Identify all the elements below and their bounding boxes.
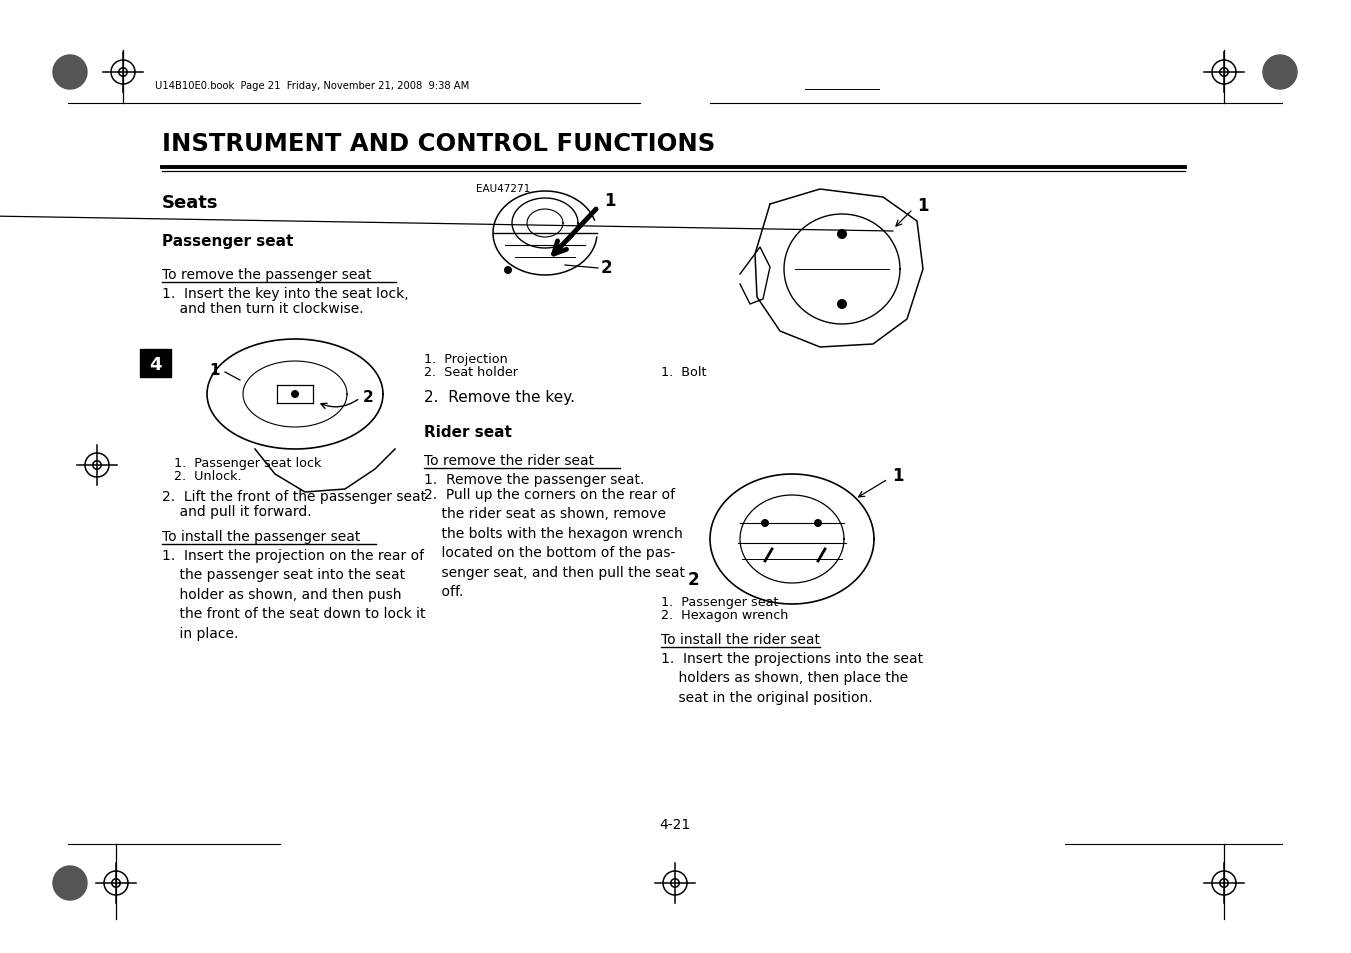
Text: and then turn it clockwise.: and then turn it clockwise. <box>162 302 363 315</box>
Text: 4: 4 <box>149 355 162 374</box>
Text: Passenger seat: Passenger seat <box>162 233 293 249</box>
Text: 2.  Seat holder: 2. Seat holder <box>424 366 517 378</box>
Text: 2.  Remove the key.: 2. Remove the key. <box>424 390 576 405</box>
Text: 1.  Projection: 1. Projection <box>424 353 508 366</box>
Text: 2.  Lift the front of the passenger seat: 2. Lift the front of the passenger seat <box>162 490 426 503</box>
Text: 1.  Passenger seat: 1. Passenger seat <box>661 596 778 608</box>
Text: 1: 1 <box>892 467 904 484</box>
Text: To install the passenger seat: To install the passenger seat <box>162 530 361 543</box>
Text: 1.  Passenger seat lock: 1. Passenger seat lock <box>174 456 322 470</box>
Polygon shape <box>761 519 769 527</box>
Polygon shape <box>53 866 86 900</box>
Text: EAU47271: EAU47271 <box>476 184 530 193</box>
Text: U14B10E0.book  Page 21  Friday, November 21, 2008  9:38 AM: U14B10E0.book Page 21 Friday, November 2… <box>155 81 469 91</box>
Text: 2.  Hexagon wrench: 2. Hexagon wrench <box>661 608 789 621</box>
Text: INSTRUMENT AND CONTROL FUNCTIONS: INSTRUMENT AND CONTROL FUNCTIONS <box>162 132 715 156</box>
Text: To remove the passenger seat: To remove the passenger seat <box>162 268 372 282</box>
Polygon shape <box>1263 56 1297 90</box>
Text: 1: 1 <box>604 192 616 210</box>
Text: Seats: Seats <box>162 193 219 212</box>
Text: 2.  Pull up the corners on the rear of
    the rider seat as shown, remove
    t: 2. Pull up the corners on the rear of th… <box>424 488 685 598</box>
Text: To remove the rider seat: To remove the rider seat <box>424 454 594 468</box>
Text: 2: 2 <box>688 571 700 588</box>
Text: 1.  Insert the key into the seat lock,: 1. Insert the key into the seat lock, <box>162 287 408 301</box>
Text: 1.  Remove the passenger seat.: 1. Remove the passenger seat. <box>424 473 644 486</box>
Text: Rider seat: Rider seat <box>424 424 512 439</box>
Text: and pull it forward.: and pull it forward. <box>162 504 312 518</box>
Polygon shape <box>815 519 821 527</box>
Text: To install the rider seat: To install the rider seat <box>661 633 820 646</box>
Text: 1.  Bolt: 1. Bolt <box>661 366 707 378</box>
Text: 2: 2 <box>601 258 612 276</box>
Text: 2: 2 <box>363 390 374 405</box>
Polygon shape <box>838 299 847 310</box>
Text: 1: 1 <box>209 363 220 378</box>
Text: 1: 1 <box>917 196 928 214</box>
Polygon shape <box>53 56 86 90</box>
Text: 2.  Unlock.: 2. Unlock. <box>174 470 242 482</box>
Text: 1.  Insert the projection on the rear of
    the passenger seat into the seat
  : 1. Insert the projection on the rear of … <box>162 548 426 640</box>
Polygon shape <box>290 391 299 398</box>
FancyBboxPatch shape <box>141 350 172 377</box>
Text: 1.  Insert the projections into the seat
    holders as shown, then place the
  : 1. Insert the projections into the seat … <box>661 651 923 704</box>
Polygon shape <box>504 267 512 274</box>
Text: 4-21: 4-21 <box>659 817 690 831</box>
Polygon shape <box>838 230 847 240</box>
